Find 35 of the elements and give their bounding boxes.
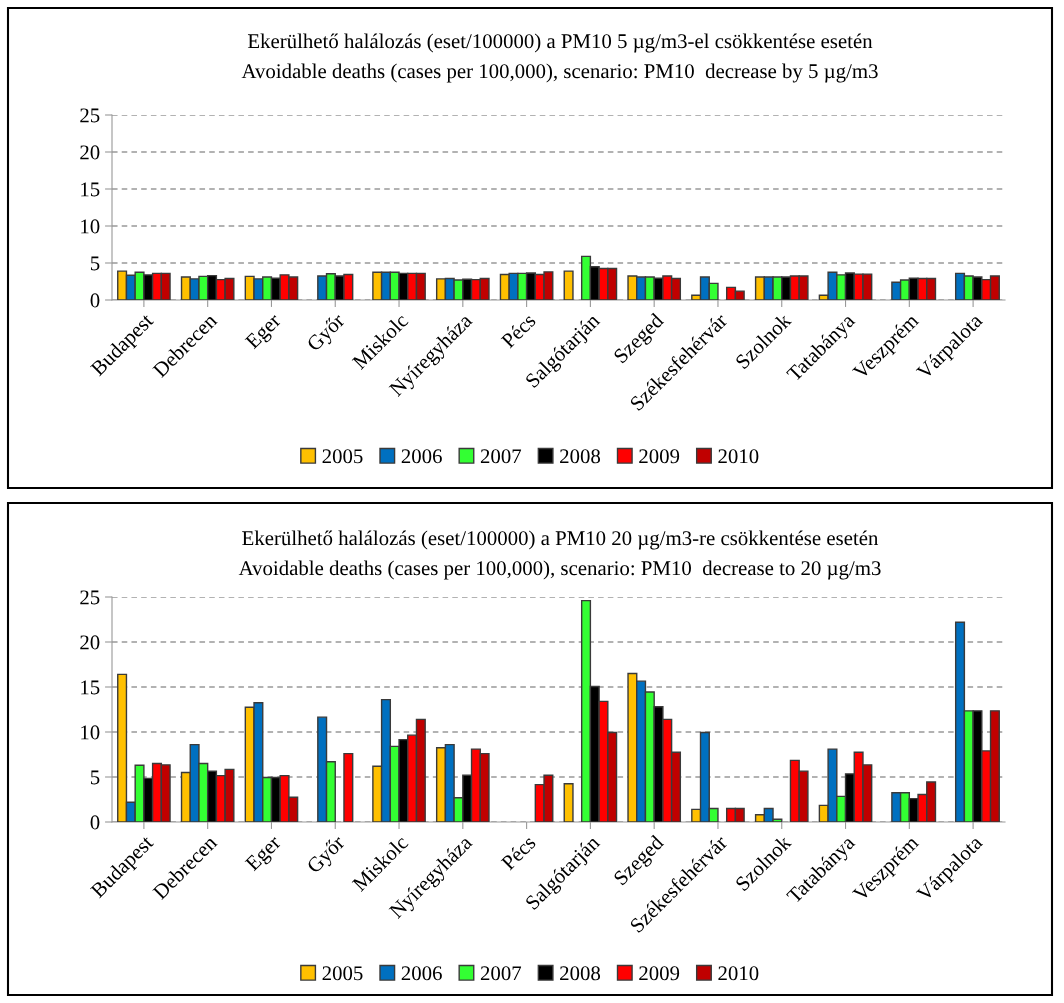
x-tick-label: Eger [244,312,285,353]
bar [343,752,354,822]
chart-subtitle: Avoidable deaths (cases per 100,000), scenario: PM10 decrease by 5 µg/m3 [241,63,878,83]
x-tick-label: Győr [305,833,349,877]
legend-label: 2008 [560,449,601,464]
x-tick-label: Eger [244,834,285,875]
y-tick-label: 20 [80,635,100,650]
legend-label: 2009 [639,966,680,981]
bar [563,270,574,300]
x-tick-label: Győr [305,311,349,355]
chart-subtitle: Avoidable deaths (cases per 100,000), scenario: PM10 decrease to 20 µg/m3 [238,560,881,580]
y-tick-label: 25 [80,590,100,605]
legend-label: 2005 [322,966,363,981]
y-tick-label: 20 [80,145,100,160]
legend-label: 2006 [401,966,442,981]
y-tick-label: 15 [81,182,100,197]
y-tick-label: 15 [81,680,100,695]
y-tick-label: 10 [81,219,100,234]
legend-label: 2005 [322,449,363,464]
legend-label: 2007 [480,449,522,464]
y-tick-label: 0 [90,293,100,308]
legend-label: 2006 [401,449,442,464]
legend-label: 2010 [718,449,759,464]
legend-label: 2008 [560,966,601,981]
y-tick-label: 10 [81,725,100,740]
chart-title: Ekerülhető halálozás (eset/100000) a PM10 20 µg/m3-re csökkentése esetén [242,530,879,550]
legend-label: 2007 [480,966,522,981]
y-tick-label: 5 [90,770,100,785]
legend-label: 2010 [718,966,759,981]
y-tick-label: 0 [90,815,100,830]
y-tick-label: 25 [80,108,100,123]
bar [563,783,574,822]
legend-label: 2009 [639,449,680,464]
chart-title: Ekerülhető halálozás (eset/100000) a PM10 5 µg/m3-el csökkentése esetén [247,33,873,53]
y-tick-label: 5 [90,256,100,271]
